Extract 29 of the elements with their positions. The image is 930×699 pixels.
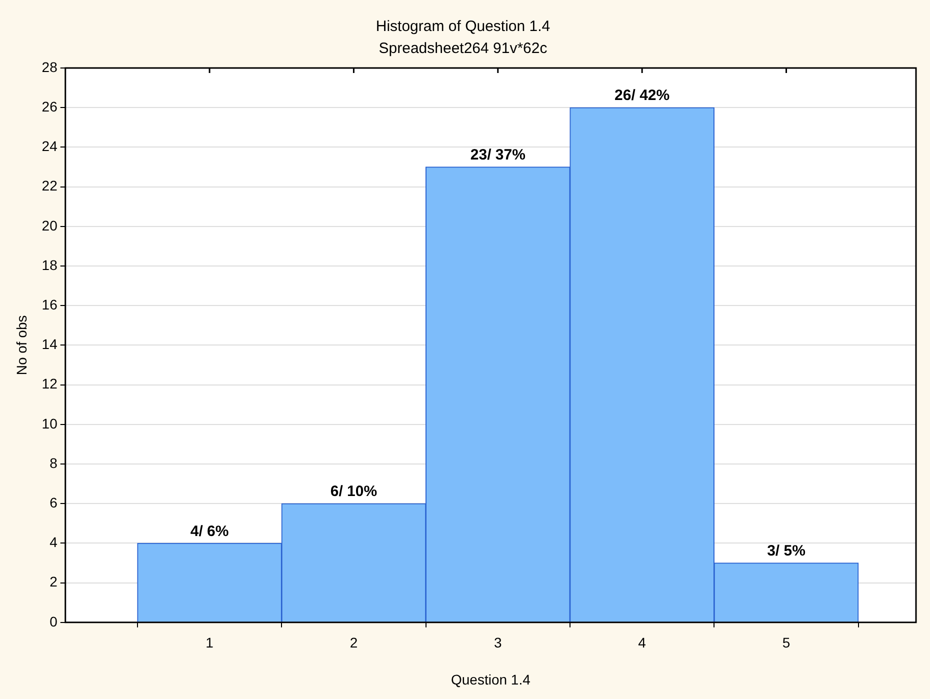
y-tick-label: 16 bbox=[42, 296, 58, 312]
y-tick-label: 24 bbox=[42, 138, 58, 154]
y-tick-label: 26 bbox=[42, 98, 58, 114]
y-tick-label: 12 bbox=[42, 376, 58, 392]
data-label: 26/ 42% bbox=[614, 87, 670, 104]
y-axis-title: No of obs bbox=[13, 315, 30, 376]
y-tick-label: 2 bbox=[50, 574, 58, 590]
data-label: 4/ 6% bbox=[190, 522, 229, 540]
chart-subtitle: Spreadsheet264 91v*62c bbox=[378, 40, 548, 58]
y-tick-label: 20 bbox=[42, 217, 58, 234]
y-tick-label: 4 bbox=[50, 534, 58, 550]
y-tick-label: 8 bbox=[50, 454, 58, 471]
y-tick-label: 10 bbox=[42, 415, 58, 432]
y-tick-label: 6 bbox=[50, 494, 58, 510]
data-label: 3/ 5% bbox=[767, 542, 806, 560]
x-tick-label: 5 bbox=[782, 634, 790, 651]
y-tick-label: 0 bbox=[50, 613, 58, 630]
y-tick-label: 18 bbox=[42, 256, 58, 273]
y-tick-label: 14 bbox=[42, 336, 58, 352]
y-tick-label: 22 bbox=[42, 178, 58, 194]
x-tick-label: 1 bbox=[206, 634, 214, 651]
x-axis-title: Question 1.4 bbox=[450, 671, 531, 688]
x-tick-label: 3 bbox=[494, 634, 502, 651]
chart-title: Histogram of Question 1.4 bbox=[376, 18, 550, 36]
data-label: 23/ 37% bbox=[470, 146, 526, 164]
x-tick-label: 4 bbox=[638, 634, 646, 651]
x-tick-label: 2 bbox=[350, 634, 358, 651]
y-tick-label: 28 bbox=[42, 58, 58, 75]
data-label: 6/ 10% bbox=[330, 483, 378, 500]
